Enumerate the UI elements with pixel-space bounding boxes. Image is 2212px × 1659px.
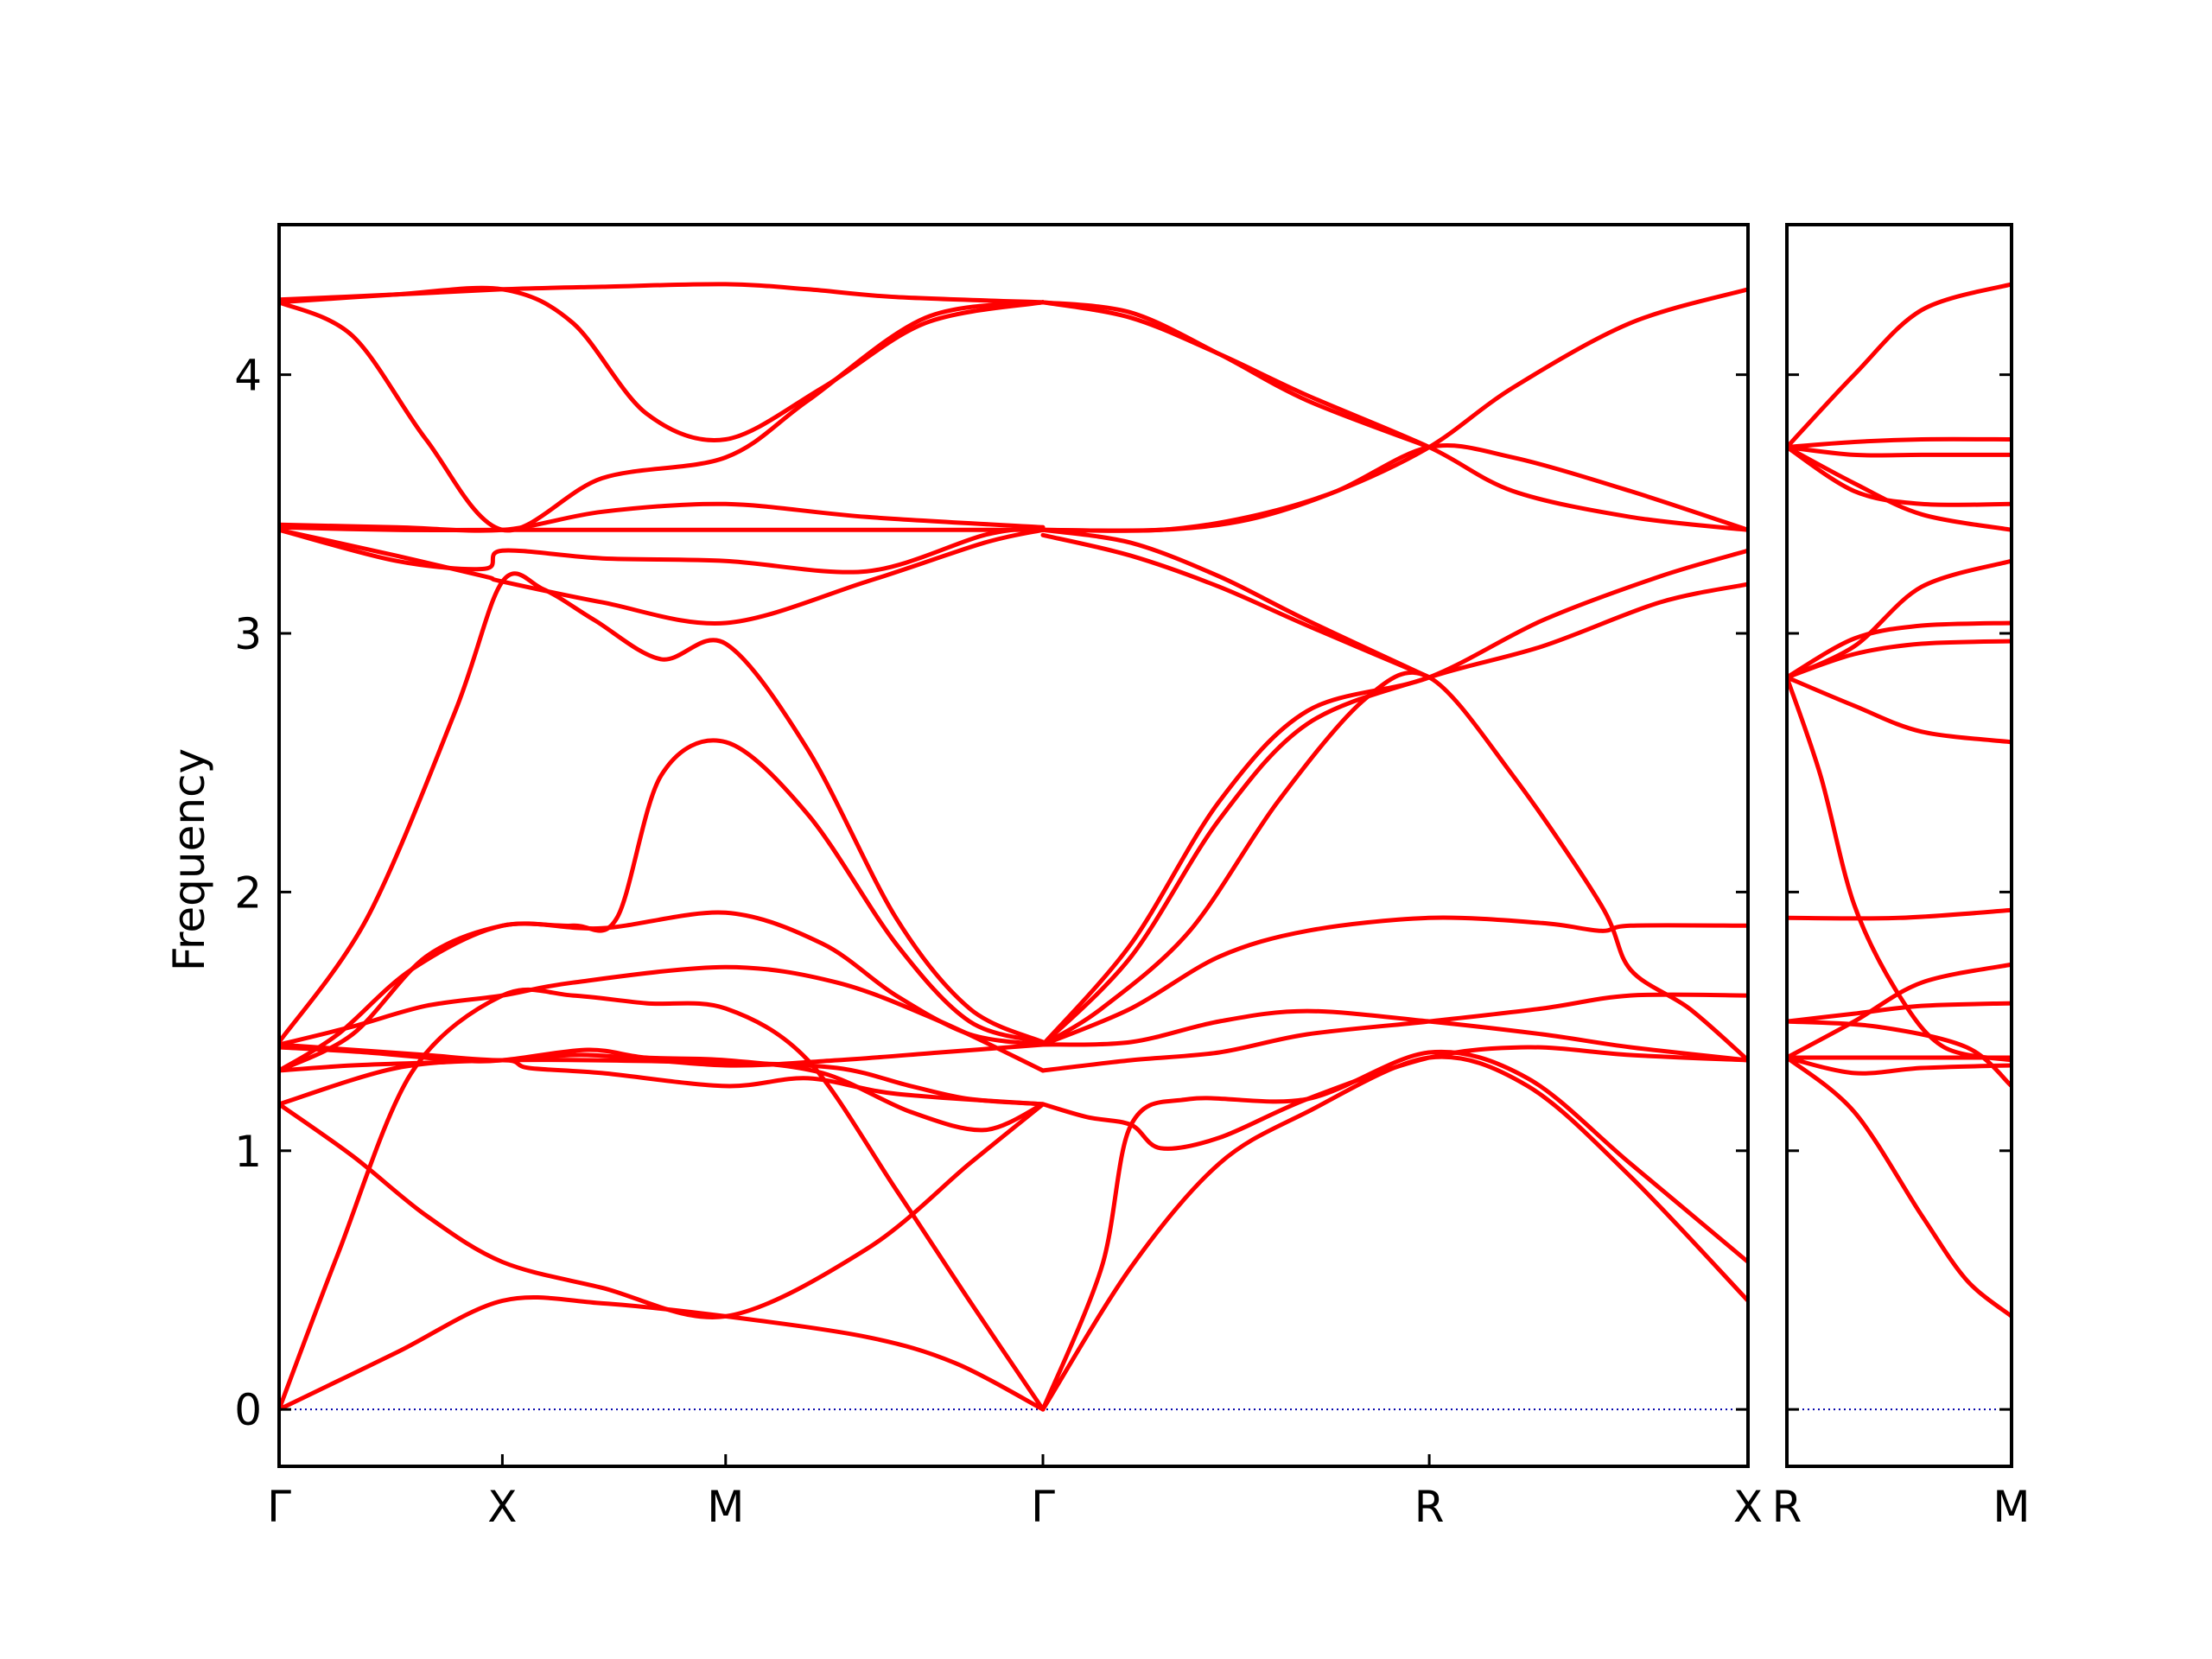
- band-line-0-13: [279, 501, 1046, 533]
- band-line-1-1: [1787, 1055, 2012, 1076]
- band-line-1-10: [1787, 620, 2012, 680]
- band-line-0-26: [1040, 582, 1748, 1047]
- band-line-0-14: [279, 524, 1046, 532]
- band-line-0-8: [279, 964, 1046, 1073]
- axes-frame: [1785, 223, 2013, 1468]
- x-tick-label: X: [487, 1482, 517, 1532]
- band-line-0-22: [1040, 1008, 1748, 1063]
- band-line-0-9: [279, 571, 1046, 1045]
- y-tick-label: 3: [234, 609, 262, 659]
- x-tick-label: Γ: [267, 1482, 291, 1532]
- y-axis-label: Frequency: [164, 748, 214, 971]
- band-line-0-6: [279, 1045, 1046, 1133]
- x-tick-label: R: [1772, 1482, 1802, 1532]
- band-line-0-23: [1040, 915, 1748, 1047]
- x-tick-label: M: [707, 1482, 744, 1532]
- band-line-1-6: [1787, 907, 2012, 921]
- band-line-1-8: [1787, 675, 2012, 745]
- band-lines: [279, 282, 1748, 1412]
- band-line-1-14: [1787, 445, 2012, 458]
- y-tick-label: 4: [234, 351, 262, 401]
- band-line-1-11: [1787, 558, 2012, 680]
- band-line-0-31: [1040, 300, 1748, 532]
- y-tick-label: 0: [234, 1385, 262, 1435]
- x-tick-label: M: [1993, 1482, 2030, 1532]
- band-line-0-17: [279, 300, 1046, 533]
- band-line-1-3: [1787, 1019, 2012, 1089]
- band-line-0-2: [279, 988, 1046, 1412]
- x-tick-label: X: [1733, 1482, 1763, 1532]
- band-line-0-0: [279, 1295, 1046, 1412]
- band-line-1-5: [1787, 962, 2012, 1060]
- y-tick-label: 2: [234, 868, 262, 918]
- band-line-0-21: [1040, 992, 1748, 1073]
- axes-frame: [277, 223, 1750, 1468]
- band-line-0-11: [279, 527, 1046, 626]
- band-lines: [1787, 282, 2012, 1319]
- band-line-0-27: [1040, 527, 1432, 680]
- band-line-1-15: [1787, 436, 2012, 449]
- band-line-0-30: [1040, 443, 1748, 533]
- band-line-0-12: [279, 524, 1046, 575]
- band-line-0-10: [279, 738, 1046, 1073]
- band-line-0-28: [1040, 532, 1432, 680]
- x-tick-label: Γ: [1031, 1482, 1055, 1532]
- band-line-1-4: [1787, 1001, 2012, 1024]
- band-line-0-16: [279, 285, 1046, 442]
- band-line-0-1: [279, 1102, 1046, 1319]
- band-line-1-0: [1787, 1055, 2012, 1319]
- y-tick-label: 1: [234, 1127, 262, 1177]
- band-line-0-32: [1040, 300, 1432, 449]
- band-line-0-25: [1040, 548, 1748, 1047]
- band-line-1-13: [1787, 445, 2012, 507]
- x-tick-label: R: [1414, 1482, 1445, 1532]
- band-line-1-16: [1787, 282, 2012, 449]
- band-line-1-7: [1787, 675, 2012, 1063]
- panel-main: 0 1 2 3 4 Γ X M Γ R X: [234, 223, 1763, 1532]
- band-line-0-20: [1040, 1045, 1748, 1151]
